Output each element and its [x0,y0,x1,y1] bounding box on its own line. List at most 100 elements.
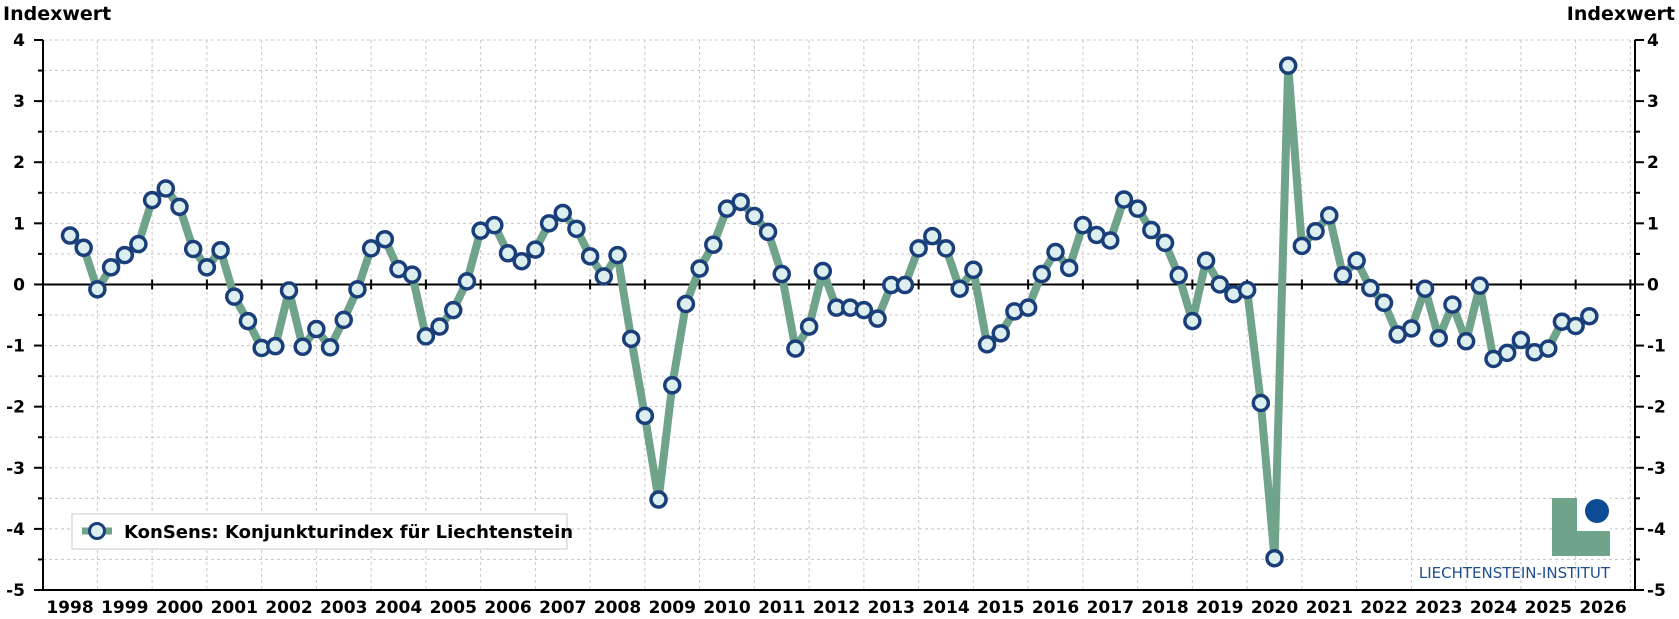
data-point [1155,233,1175,253]
data-point [279,281,299,300]
x-tick-label: 2025 [1525,598,1572,618]
data-point [526,240,545,259]
data-point [183,239,203,259]
x-tick-label: 2026 [1579,598,1626,618]
y-tick-label-right: -3 [1647,459,1666,479]
axes [34,39,1644,591]
data-point [320,338,340,357]
x-tick-label: 2023 [1415,598,1462,618]
data-point [1566,316,1585,336]
x-tick-label: 2024 [1470,598,1517,618]
y-tick-labels-left: 4 3 2 1 0 -1 -2 -3 -4 -5 [6,31,25,601]
data-point [60,226,80,245]
data-point [580,247,600,266]
y-tick-label-right: 3 [1647,92,1659,112]
y-tick-label-right: -2 [1647,398,1666,418]
data-point [1361,278,1380,298]
data-point [266,336,285,356]
data-point [1580,306,1599,326]
data-point [690,259,709,278]
x-tick-label: 2006 [484,598,531,618]
data-point [553,203,572,223]
y-tick-label-left: -4 [6,520,25,540]
data-point [457,272,477,291]
x-tick-label: 2017 [1087,598,1134,618]
data-point [238,311,258,331]
data-point [895,275,915,295]
y-tick-label-right: -4 [1647,520,1666,540]
legend: KonSens: Konjunkturindex für Liechtenste… [71,513,573,550]
data-point [1429,328,1448,348]
data-point [663,376,682,395]
data-point [799,317,819,336]
data-point [88,280,107,299]
data-point [731,192,750,212]
x-tick-label: 2021 [1306,598,1353,618]
grid-lines [43,39,1635,591]
x-tick-label: 2013 [868,598,915,618]
data-point [964,260,983,280]
data-point [74,238,93,258]
y-tick-label-left: -2 [6,398,25,418]
data-point [1374,293,1394,313]
data-point [1018,298,1038,317]
x-tick-label: 2003 [320,598,367,618]
data-point [485,215,504,235]
x-tick-label: 2010 [703,598,750,618]
data-point [909,239,928,258]
x-tick-label: 2007 [539,598,586,618]
data-point [170,197,189,217]
x-tick-label: 2000 [156,598,203,618]
data-point [1142,220,1161,240]
y-tick-label-left: -1 [6,337,25,357]
y-tick-label-left: 2 [13,153,25,173]
data-point [375,229,395,249]
x-tick-label: 2014 [922,598,969,618]
data-point [1128,199,1147,218]
x-tick-label: 2011 [758,598,805,618]
data-point [348,280,367,299]
x-tick-label: 2016 [1032,598,1079,618]
y-tick-labels-right: 4 3 2 1 0 -1 -2 -3 -4 -5 [1647,31,1666,601]
data-point [649,490,668,509]
data-point [758,222,778,242]
data-point [1265,548,1284,568]
y-tick-label-right: -5 [1647,581,1666,601]
data-point [498,244,518,263]
data-point [1183,311,1202,331]
x-tick-label: 2002 [265,598,312,618]
legend-box [71,513,568,550]
legend-marker-swatch [88,522,106,540]
series-line [66,61,1594,563]
data-point [608,245,627,265]
legend-label: KonSens: Konjunkturindex für Liechtenste… [124,522,573,543]
logo: LIECHTENSTEIN-INSTITUT [1419,498,1611,582]
data-point [936,239,956,258]
logo-text: LIECHTENSTEIN-INSTITUT [1419,564,1611,582]
y-tick-label-right: 2 [1647,153,1659,173]
x-tick-label: 2009 [649,598,696,618]
data-point [704,235,723,254]
y-tick-label-left: 0 [13,275,25,295]
data-point [977,335,997,354]
data-point [1347,251,1366,270]
data-point [950,279,969,298]
x-tick-label: 2012 [813,598,860,618]
data-point [1292,236,1312,256]
data-point [772,264,791,284]
data-point [1456,332,1476,351]
data-point [361,239,381,258]
data-point [142,190,162,210]
data-point [1333,266,1353,285]
x-tick-label: 2008 [594,598,641,618]
y-axis-label-right: Indexwert [1567,3,1675,25]
data-point [621,329,641,349]
data-point [1511,330,1531,350]
y-tick-label-right: -1 [1647,337,1666,357]
data-point [1237,280,1257,300]
x-tick-label: 2019 [1196,598,1243,618]
data-point [1196,251,1216,270]
data-point [1114,190,1134,209]
y-tick-label-left: 1 [13,214,25,234]
